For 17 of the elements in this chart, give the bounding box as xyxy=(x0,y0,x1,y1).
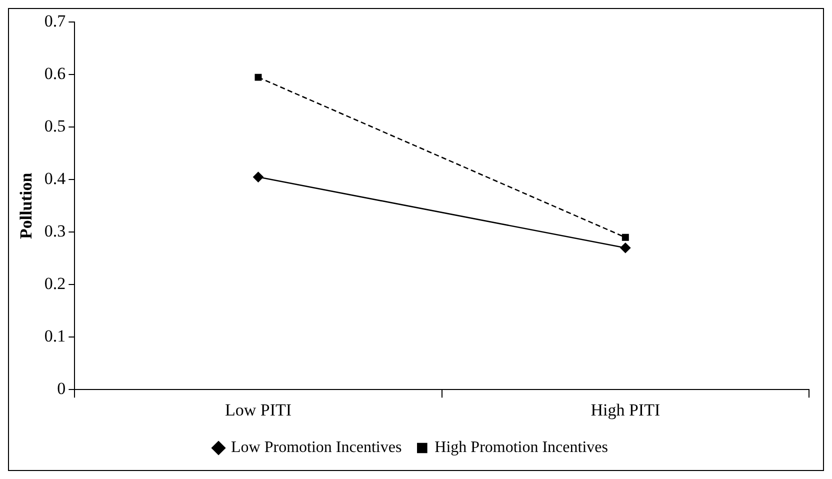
y-axis-title: Pollution xyxy=(16,172,36,239)
x-tick-label: High PITI xyxy=(590,400,660,420)
point xyxy=(622,234,629,241)
point xyxy=(254,74,262,81)
y-tick-label: 0.6 xyxy=(44,64,66,84)
y-tick-label: 0 xyxy=(57,379,66,398)
y-tick-label: 0.5 xyxy=(44,116,66,136)
y-tick-label: 0.2 xyxy=(44,274,66,294)
y-tick-label: 0.7 xyxy=(44,12,66,31)
y-tick-label: 0.3 xyxy=(44,222,66,241)
point xyxy=(253,172,264,182)
y-tick-label: 0.1 xyxy=(44,326,66,346)
y-tick-label: 0.4 xyxy=(44,169,66,188)
legend-label: Low Promotion Incentives xyxy=(231,439,402,456)
x-tick-label: Low PITI xyxy=(224,400,292,420)
legend-label: High Promotion Incentives xyxy=(434,439,608,456)
point xyxy=(620,242,631,254)
